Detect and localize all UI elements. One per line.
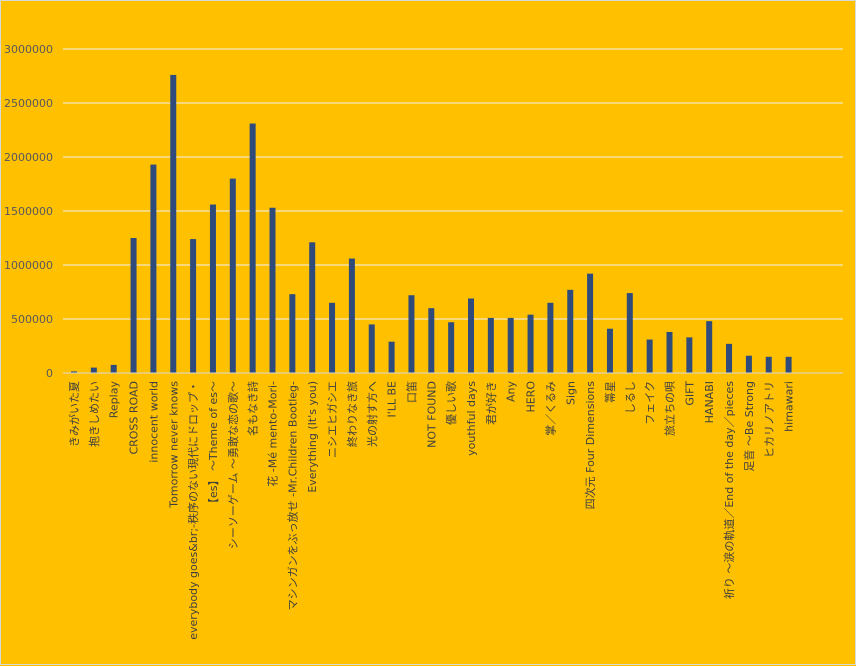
x-category-label: innocent world	[147, 381, 160, 463]
x-category-label: HERO	[525, 381, 538, 413]
x-category-label: I'LL BE	[386, 381, 399, 418]
bar	[726, 343, 733, 373]
x-category-label: 君が好き	[484, 381, 498, 425]
bar	[408, 295, 415, 373]
bar	[587, 273, 594, 373]
bar	[686, 337, 693, 373]
bar	[329, 302, 336, 373]
bar	[487, 317, 494, 373]
bar	[150, 164, 157, 373]
x-category-label: 口笛	[404, 381, 418, 403]
bar	[170, 74, 177, 374]
bar	[428, 308, 435, 373]
y-tick-label: 1000000	[4, 259, 53, 272]
x-category-label: 掌／くるみ	[543, 381, 557, 436]
x-category-label: youthful days	[465, 381, 478, 456]
bar	[388, 341, 395, 373]
bar	[765, 356, 772, 373]
x-category-label: 足音 ～Be Strong	[742, 381, 756, 472]
x-category-label: ヒカリノアトリ	[763, 381, 776, 458]
x-category-label: Everything (It's you)	[306, 381, 319, 493]
bar	[90, 367, 97, 373]
bar	[468, 298, 474, 373]
y-tick-label: 2000000	[4, 151, 53, 164]
x-category-label: シーソーゲーム ～勇敢な恋の歌～	[226, 381, 240, 549]
bars	[71, 74, 792, 374]
bar	[368, 324, 375, 373]
x-category-label: しるし	[624, 381, 637, 414]
x-category-label: Tomorrow never knows	[167, 381, 180, 509]
x-category-label: NOT FOUND	[425, 381, 438, 448]
bar	[646, 339, 653, 373]
bar	[309, 242, 316, 373]
bar	[785, 356, 792, 373]
x-category-label: フェイク	[644, 381, 657, 425]
bar	[269, 207, 276, 373]
bar	[547, 302, 554, 373]
bar	[666, 331, 673, 373]
bar	[606, 328, 613, 373]
x-category-label: CROSS ROAD	[128, 381, 141, 455]
x-category-label: 【es】 ～Theme of es～	[207, 381, 220, 509]
bar	[209, 204, 216, 373]
x-category-label: Replay	[108, 381, 121, 419]
x-axis-labels: きみがいた夏 抱きしめたい Replay CROSS ROAD innocent wor…	[67, 381, 796, 640]
y-tick-label: 0	[46, 367, 53, 380]
bar	[289, 294, 296, 373]
bar	[348, 258, 355, 373]
bar	[567, 289, 574, 373]
bar	[745, 355, 752, 373]
y-axis-ticks: 0 500000 1000000 1500000 2000000 2500000 30000…	[4, 43, 53, 380]
x-category-label: 旅立ちの唄	[663, 381, 677, 436]
bar	[626, 293, 633, 373]
x-category-label: himawari	[783, 381, 796, 432]
x-category-label: マシンガンをぶっ放せ -Mr.Children Bootleg-	[285, 381, 299, 610]
x-category-label: 優しい歌	[444, 381, 458, 425]
bar	[527, 314, 534, 373]
y-tick-label: 1500000	[4, 205, 53, 218]
bar	[71, 371, 77, 373]
bar	[130, 238, 137, 373]
bar	[448, 322, 455, 373]
x-category-label: HANABI	[703, 381, 716, 423]
y-tick-label: 2500000	[4, 97, 53, 110]
x-category-label: Sign	[564, 381, 577, 405]
bar	[190, 239, 197, 373]
y-tick-label: 3000000	[4, 43, 53, 56]
bar	[110, 364, 117, 373]
bar	[706, 321, 713, 373]
bar	[229, 178, 236, 373]
x-category-label: Any	[505, 381, 518, 402]
x-category-label: 名もなき詩	[246, 381, 260, 436]
x-category-label: 四次元 Four Dimensions	[583, 381, 597, 510]
x-category-label: 花 -Mé mento-Mori-	[267, 381, 280, 487]
x-category-label: 抱きしめたい	[87, 381, 101, 447]
x-category-label: 終わりなき旅	[345, 381, 359, 447]
gridlines	[63, 48, 843, 320]
bar	[249, 123, 256, 374]
x-category-label: 光の射す方へ	[365, 381, 379, 447]
x-category-label: ニシエヒガシエ	[326, 381, 339, 458]
x-category-label: 箒星	[603, 381, 617, 403]
x-category-label: きみがいた夏	[67, 381, 81, 447]
y-tick-label: 500000	[11, 313, 53, 326]
x-category-label: GIFT	[683, 381, 696, 406]
bar	[507, 317, 514, 373]
x-category-label: 祈り ～涙の軌道／End of the day／pieces	[722, 381, 736, 599]
x-category-label: everybody goes&br;-秩序のない現代にドロップ・	[186, 381, 200, 640]
